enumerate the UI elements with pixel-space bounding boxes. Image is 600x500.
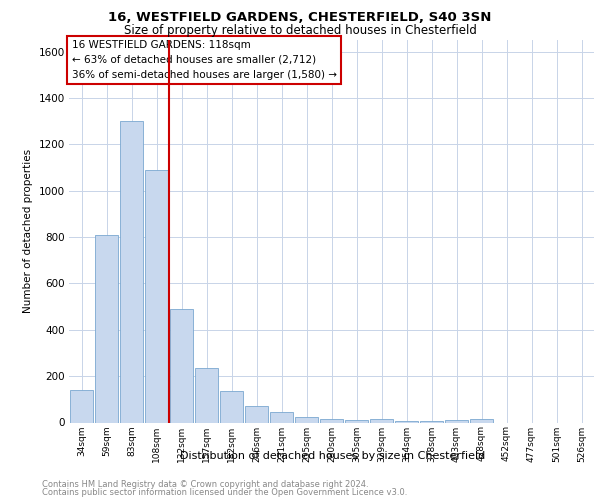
Bar — [120, 121, 143, 422]
Bar — [195, 368, 218, 422]
Bar — [295, 416, 318, 422]
Bar — [145, 170, 168, 422]
Text: Contains HM Land Registry data © Crown copyright and database right 2024.: Contains HM Land Registry data © Crown c… — [42, 480, 368, 489]
Text: Size of property relative to detached houses in Chesterfield: Size of property relative to detached ho… — [124, 24, 476, 37]
Bar — [70, 390, 93, 422]
Bar — [470, 419, 493, 422]
Bar — [320, 419, 343, 422]
Text: Distribution of detached houses by size in Chesterfield: Distribution of detached houses by size … — [181, 451, 485, 461]
Bar — [245, 406, 268, 422]
Bar — [270, 412, 293, 422]
Bar — [370, 419, 393, 422]
Bar — [170, 309, 193, 422]
Text: Contains public sector information licensed under the Open Government Licence v3: Contains public sector information licen… — [42, 488, 407, 497]
Bar — [220, 391, 243, 422]
Text: 16, WESTFIELD GARDENS, CHESTERFIELD, S40 3SN: 16, WESTFIELD GARDENS, CHESTERFIELD, S40… — [109, 11, 491, 24]
Bar — [345, 420, 368, 422]
Bar — [95, 234, 118, 422]
Y-axis label: Number of detached properties: Number of detached properties — [23, 149, 33, 314]
Text: 16 WESTFIELD GARDENS: 118sqm
← 63% of detached houses are smaller (2,712)
36% of: 16 WESTFIELD GARDENS: 118sqm ← 63% of de… — [71, 40, 337, 80]
Bar — [445, 420, 468, 422]
